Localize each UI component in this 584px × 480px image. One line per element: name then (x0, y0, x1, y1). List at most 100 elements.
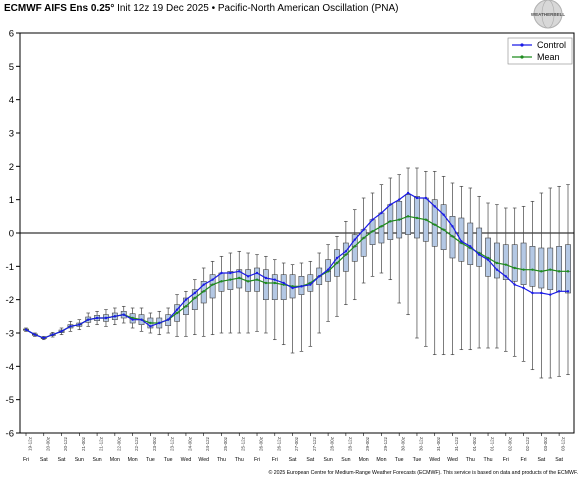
weatherbell-logo: WEATHERBELL (531, 0, 565, 29)
series-control-point (424, 196, 428, 200)
title-subtitle: Init 12z 19 Dec 2025 • Pacific-North Ame… (114, 3, 398, 14)
series-control-point (300, 285, 303, 288)
series-control-point (531, 291, 534, 295)
series-mean-point (282, 283, 285, 286)
x-date-label: 30-12z (418, 436, 423, 451)
series-control-point (24, 328, 28, 331)
logo-text: WEATHERBELL (531, 12, 565, 17)
y-tick-label: 2 (9, 162, 14, 173)
x-date-label: 25-00z (223, 436, 228, 451)
x-day-label: Thu (235, 457, 244, 463)
series-control-point (264, 276, 268, 280)
x-day-label: Wed (181, 457, 192, 463)
x-date-label: 31-00z (436, 436, 441, 451)
box-iqr (494, 242, 500, 279)
series-mean-point (460, 241, 463, 245)
series-mean-point (175, 311, 179, 315)
series-control-point (397, 198, 401, 201)
box-iqr (263, 269, 269, 300)
x-date-label: 27-00z (294, 436, 299, 451)
series-control-point (104, 316, 108, 320)
series-control-point (229, 271, 232, 275)
series-lines (24, 191, 570, 340)
box-iqr (440, 204, 447, 250)
series-mean-point (495, 261, 499, 265)
series-mean-point (238, 276, 241, 280)
series-mean-point (371, 230, 374, 233)
box-iqr (538, 247, 545, 289)
series-control-point (202, 283, 205, 286)
box-iqr (280, 274, 287, 300)
x-date-label: 27-12z (312, 436, 317, 451)
legend-control-label: Control (537, 40, 566, 50)
x-day-label: Sat (306, 457, 314, 463)
series-control-point (166, 318, 170, 321)
box-iqr (529, 246, 536, 287)
box-plot (511, 207, 518, 357)
box-iqr (405, 194, 411, 235)
series-control-point (86, 318, 90, 321)
series-control-point (344, 250, 348, 253)
series-control-point (460, 240, 463, 243)
series-mean-point (549, 268, 552, 271)
series-control-point (122, 313, 125, 316)
legend: Control Mean (507, 37, 573, 65)
x-date-label: 22-12z (134, 436, 139, 451)
y-tick-label: -4 (6, 362, 14, 373)
series-control-point (238, 270, 241, 273)
x-date-label: 28-00z (330, 436, 335, 451)
x-day-label: Mon (128, 457, 138, 463)
series-control-point (451, 225, 454, 228)
box-iqr (502, 244, 509, 280)
series-control-point (362, 228, 365, 231)
x-day-label: Sat (537, 457, 545, 463)
series-control-point (318, 275, 321, 278)
series-mean-point (149, 321, 152, 325)
x-date-label: 19-12z (28, 436, 33, 451)
x-date-label: 24-00z (187, 436, 192, 451)
x-date-label: 02-12z (525, 436, 530, 451)
box-iqr (467, 222, 474, 265)
series-control-point (51, 333, 54, 336)
series-control-point (220, 271, 223, 275)
x-date-label: 26-12z (276, 436, 281, 451)
series-control-point (486, 258, 490, 261)
series-control-point (291, 286, 294, 290)
y-tick-label: -1 (6, 262, 14, 273)
series-control-point (353, 238, 356, 241)
x-date-label: 02-00z (507, 436, 512, 451)
series-mean-point (424, 218, 428, 221)
x-day-label: Tue (413, 457, 422, 463)
series-control-point (60, 330, 63, 333)
x-day-label: Tue (146, 457, 155, 463)
series-mean-point (522, 268, 525, 271)
x-day-label: Mon (376, 457, 386, 463)
y-tick-label: -3 (6, 329, 14, 340)
series-mean-point (531, 268, 534, 271)
x-day-label: Sat (40, 457, 48, 463)
x-day-label: Fri (521, 457, 527, 463)
series-mean-point (202, 290, 205, 293)
y-tick-label: 5 (9, 62, 14, 73)
x-day-label: Fri (272, 457, 278, 463)
series-mean-point (229, 278, 232, 281)
box-plot (342, 220, 349, 306)
series-mean-point (246, 280, 250, 283)
series-control-point (255, 271, 259, 275)
series-control-point (131, 318, 134, 321)
y-tick-label: -5 (6, 395, 14, 406)
x-date-label: 03-00z (543, 436, 548, 451)
series-mean-point (486, 256, 490, 260)
x-date-label: 20-00z (45, 436, 50, 451)
series-control-point (326, 268, 330, 271)
x-day-label: Fri (23, 457, 29, 463)
series-control-point (371, 218, 374, 221)
series-control-point (309, 283, 312, 286)
series-mean-point (397, 218, 401, 221)
box-plot (494, 204, 500, 349)
series-mean-point (264, 281, 268, 285)
series-control-point (42, 336, 45, 340)
series-control-point (389, 203, 392, 206)
box-plot (476, 195, 483, 349)
series-mean-point (389, 220, 392, 223)
